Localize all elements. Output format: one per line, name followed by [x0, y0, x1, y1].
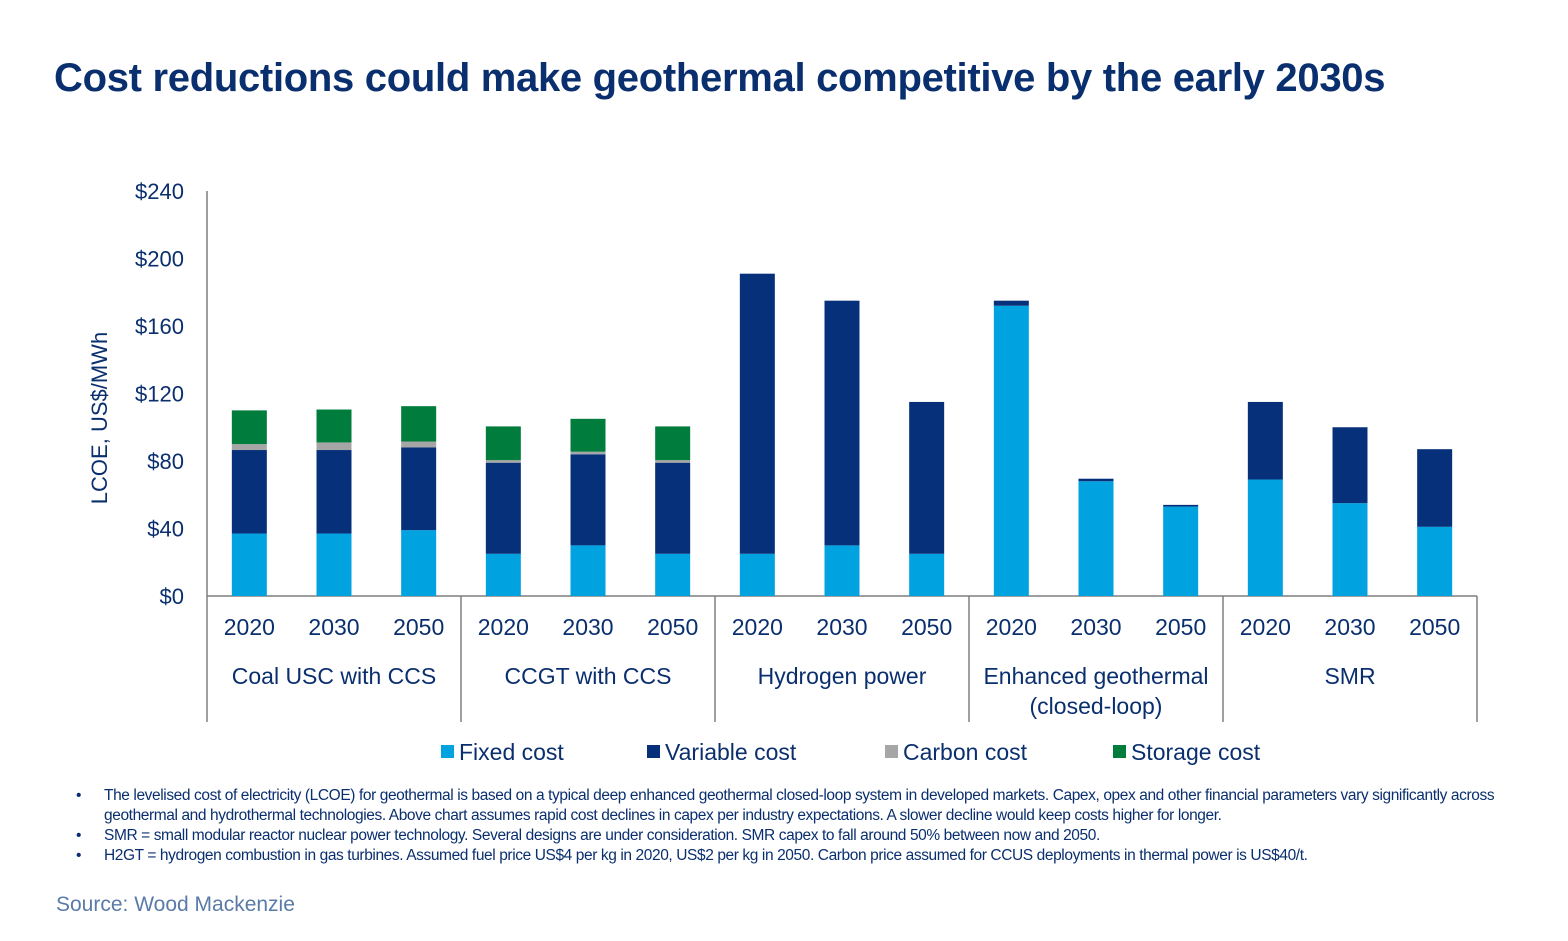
chart-title: Cost reductions could make geothermal co…	[54, 56, 1386, 100]
bar-segment-fixed-cost	[1247, 479, 1283, 596]
group-label: Enhanced geothermal	[983, 663, 1208, 689]
x-tick-label: 2050	[647, 614, 698, 640]
y-tick-label: $200	[135, 247, 184, 272]
group-label-line2: (closed-loop)	[1030, 693, 1163, 719]
bar-segment-fixed-cost	[993, 305, 1029, 596]
group-label: Hydrogen power	[758, 663, 927, 689]
bar-segment-variable-cost	[739, 273, 775, 554]
bar-segment-variable-cost	[1078, 478, 1114, 482]
legend-swatch	[441, 745, 454, 758]
legend-label: Variable cost	[665, 739, 797, 765]
x-tick-label: 2050	[901, 614, 952, 640]
x-tick-label: 2050	[393, 614, 444, 640]
x-tick-label: 2030	[1324, 614, 1375, 640]
x-tick-label: 2030	[1070, 614, 1121, 640]
legend-label: Storage cost	[1131, 739, 1261, 765]
x-tick-label: 2050	[1409, 614, 1460, 640]
bar-segment-fixed-cost	[655, 553, 691, 596]
x-tick-label: 2020	[986, 614, 1037, 640]
group-label: SMR	[1324, 663, 1375, 689]
x-tick-label: 2030	[816, 614, 867, 640]
bar-segment-storage-cost	[316, 409, 352, 443]
x-tick-label: 2020	[224, 614, 275, 640]
bar-segment-storage-cost	[401, 406, 437, 442]
legend-label: Fixed cost	[459, 739, 564, 765]
bar-segment-fixed-cost	[1163, 506, 1199, 596]
footnotes: The levelised cost of electricity (LCOE)…	[76, 786, 1496, 866]
bar-segment-fixed-cost	[909, 553, 945, 596]
bar-segment-variable-cost	[1417, 449, 1453, 527]
bar-segment-carbon-cost	[231, 444, 267, 451]
bar-segment-variable-cost	[485, 462, 521, 554]
y-tick-label: $0	[160, 584, 184, 609]
bar-segment-variable-cost	[231, 450, 267, 534]
y-tick-label: $160	[135, 314, 184, 339]
x-tick-label: 2020	[732, 614, 783, 640]
footnote: H2GT = hydrogen combustion in gas turbin…	[76, 846, 1496, 866]
bar-segment-fixed-cost	[401, 530, 437, 596]
bar-segment-variable-cost	[1163, 504, 1199, 507]
footnote: SMR = small modular reactor nuclear powe…	[76, 826, 1496, 846]
bar-segment-variable-cost	[401, 447, 437, 531]
bar-segment-storage-cost	[231, 410, 267, 445]
bar-segment-carbon-cost	[316, 442, 352, 451]
bar-segment-fixed-cost	[1332, 503, 1368, 596]
y-tick-label: $120	[135, 382, 184, 407]
legend-swatch	[1113, 745, 1126, 758]
bar-segment-variable-cost	[316, 450, 352, 534]
bar-segment-variable-cost	[1332, 427, 1368, 504]
bar-segment-variable-cost	[909, 401, 945, 554]
bar-segment-carbon-cost	[655, 460, 691, 463]
bar-segment-fixed-cost	[570, 545, 606, 596]
bar-segment-variable-cost	[570, 454, 606, 546]
bar-segment-fixed-cost	[485, 553, 521, 596]
bar-segment-fixed-cost	[1417, 526, 1453, 596]
bar-segment-fixed-cost	[231, 533, 267, 596]
bar-segment-storage-cost	[570, 418, 606, 452]
y-tick-label: $40	[147, 517, 184, 542]
y-tick-label: $240	[135, 179, 184, 204]
legend-swatch	[885, 745, 898, 758]
bar-segment-storage-cost	[655, 426, 691, 461]
source-note: Source: Wood Mackenzie	[56, 893, 295, 916]
group-label: Coal USC with CCS	[232, 663, 437, 689]
bar-segment-variable-cost	[993, 300, 1029, 306]
x-tick-label: 2020	[478, 614, 529, 640]
bar-segment-variable-cost	[1247, 401, 1283, 480]
legend-swatch	[647, 745, 660, 758]
bar-segment-fixed-cost	[824, 545, 860, 596]
x-tick-label: 2020	[1240, 614, 1291, 640]
bar-segment-fixed-cost	[1078, 481, 1114, 596]
bar-segment-carbon-cost	[401, 441, 437, 448]
bar-segment-fixed-cost	[739, 553, 775, 596]
bar-segment-variable-cost	[655, 462, 691, 554]
bar-segment-storage-cost	[485, 426, 521, 461]
bar-segment-fixed-cost	[316, 533, 352, 596]
x-tick-label: 2030	[308, 614, 359, 640]
bar-segment-carbon-cost	[570, 451, 606, 455]
legend-label: Carbon cost	[903, 739, 1028, 765]
y-tick-label: $80	[147, 449, 184, 474]
y-axis-label: LCOE, US$/MWh	[87, 332, 112, 504]
bar-segment-variable-cost	[824, 300, 860, 546]
x-tick-label: 2030	[562, 614, 613, 640]
x-tick-label: 2050	[1155, 614, 1206, 640]
footnote: The levelised cost of electricity (LCOE)…	[76, 786, 1496, 826]
group-label: CCGT with CCS	[505, 663, 672, 689]
bar-segment-carbon-cost	[485, 460, 521, 463]
